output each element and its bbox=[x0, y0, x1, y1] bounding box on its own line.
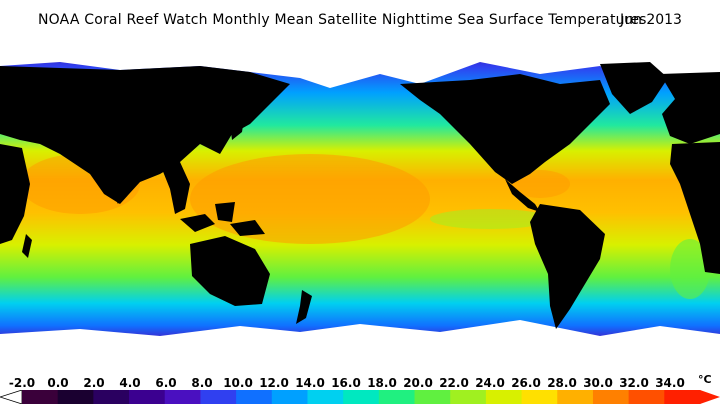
colorbar-segment bbox=[271, 390, 308, 404]
cool-current-sw-africa bbox=[670, 239, 710, 299]
legend-tick-label: 8.0 bbox=[191, 376, 213, 390]
legend-tick-label: 10.0 bbox=[223, 376, 253, 390]
colorbar-segment bbox=[378, 390, 416, 404]
colorbar-segment bbox=[200, 390, 237, 404]
legend-tick-label: 24.0 bbox=[475, 376, 505, 390]
land-africa-west-edge bbox=[0, 144, 30, 244]
sst-map bbox=[0, 44, 720, 368]
land-eurasia bbox=[0, 66, 290, 204]
legend-tick-label: 2.0 bbox=[83, 376, 105, 390]
title-bar: NOAA Coral Reef Watch Monthly Mean Satel… bbox=[0, 0, 720, 44]
land-new-zealand bbox=[296, 290, 312, 324]
colorbar-low-arrow bbox=[0, 390, 23, 404]
legend-tick-label: 6.0 bbox=[155, 376, 177, 390]
legend-tick-label: 4.0 bbox=[119, 376, 141, 390]
cold-tongue-pacific bbox=[430, 209, 550, 229]
legend-unit: °C bbox=[698, 373, 712, 386]
legend-tick-label: -2.0 bbox=[8, 376, 36, 390]
colorbar-segment bbox=[22, 390, 59, 404]
legend-tick-label: 16.0 bbox=[331, 376, 361, 390]
land-madagascar bbox=[22, 234, 32, 258]
land-greenland bbox=[600, 62, 668, 114]
colorbar-segment bbox=[164, 390, 201, 404]
colorbar-segment bbox=[592, 390, 630, 404]
legend-tick-label: 18.0 bbox=[367, 376, 397, 390]
warm-pool-west-pacific bbox=[190, 154, 430, 244]
land-southeast-asia bbox=[160, 162, 190, 214]
colorbar-segment bbox=[307, 390, 344, 404]
land-africa bbox=[670, 142, 720, 274]
legend-tick-label: 28.0 bbox=[547, 376, 577, 390]
legend-tick-label: 32.0 bbox=[619, 376, 649, 390]
colorbar-segment bbox=[628, 390, 665, 404]
colorbar bbox=[0, 390, 720, 404]
land-central-america bbox=[505, 179, 540, 212]
land-europe bbox=[660, 72, 720, 144]
map-title: NOAA Coral Reef Watch Monthly Mean Satel… bbox=[38, 12, 647, 28]
colorbar-segment bbox=[343, 390, 380, 404]
legend-tick-label: 20.0 bbox=[403, 376, 433, 390]
colorbar-segment bbox=[557, 390, 594, 404]
legend-tick-label: 26.0 bbox=[511, 376, 541, 390]
legend-tick-label: 12.0 bbox=[259, 376, 289, 390]
legend-tick-label: 14.0 bbox=[295, 376, 325, 390]
land-north-america bbox=[400, 74, 610, 184]
colorbar-segment bbox=[93, 390, 130, 404]
antarctic-ice bbox=[0, 320, 720, 368]
colorbar-segment bbox=[664, 390, 701, 404]
colorbar-segment bbox=[450, 390, 487, 404]
land-south-america bbox=[530, 204, 605, 329]
arctic-ice bbox=[0, 44, 720, 88]
colorbar-segment bbox=[521, 390, 558, 404]
colorbar-segment bbox=[414, 390, 451, 404]
colorbar-segment bbox=[236, 390, 273, 404]
land-australia bbox=[190, 236, 270, 306]
warm-pool-caribbean bbox=[510, 170, 570, 198]
legend-tick-label: 34.0 bbox=[655, 376, 685, 390]
legend-tick-label: 22.0 bbox=[439, 376, 469, 390]
map-date: Jun 2013 bbox=[620, 12, 682, 28]
land-indonesia bbox=[180, 202, 265, 236]
legend-tick-label: 0.0 bbox=[47, 376, 69, 390]
colorbar-segment bbox=[485, 390, 523, 404]
colorbar-high-arrow bbox=[700, 390, 720, 404]
land-japan bbox=[230, 100, 246, 140]
colorbar-segment bbox=[57, 390, 94, 404]
legend-tick-label: 30.0 bbox=[583, 376, 613, 390]
land-india bbox=[100, 144, 130, 204]
colorbar-segment bbox=[129, 390, 166, 404]
